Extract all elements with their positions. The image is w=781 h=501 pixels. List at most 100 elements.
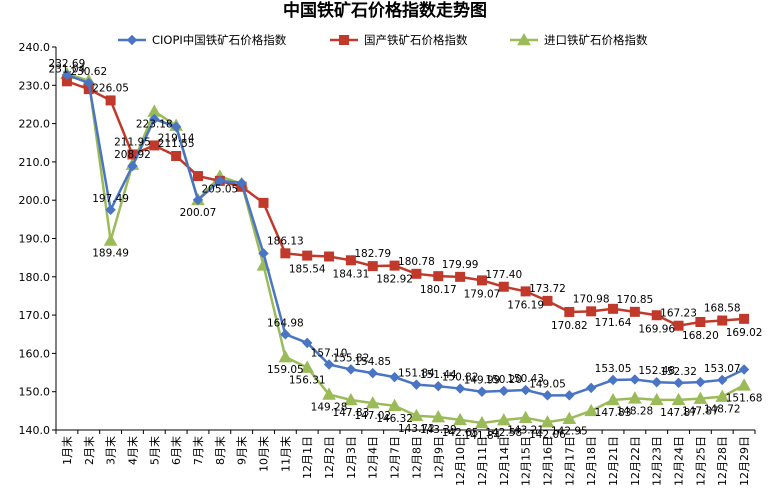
data-point	[171, 150, 182, 161]
data-point	[737, 378, 751, 391]
data-point	[149, 140, 160, 151]
data-point	[105, 204, 116, 216]
data-point	[411, 268, 422, 279]
data-point	[498, 281, 509, 292]
data-point	[433, 271, 444, 282]
data-point	[739, 313, 750, 324]
data-point	[214, 175, 226, 187]
data-point	[606, 392, 620, 406]
x-tick-label: 12月21日	[607, 436, 620, 486]
data-point	[302, 250, 313, 261]
data-point	[258, 248, 269, 259]
data-label: 143.21	[507, 425, 544, 437]
x-tick-label: 12月28日	[716, 436, 729, 486]
x-tick-label: 12月3日	[345, 436, 358, 479]
data-label: 231.04	[49, 63, 86, 75]
data-point	[280, 329, 291, 340]
data-point	[586, 306, 597, 317]
data-point	[475, 415, 489, 429]
data-point	[301, 337, 313, 349]
x-tick-label: 12月29日	[738, 436, 751, 486]
data-point	[673, 320, 684, 331]
x-tick-label: 12月22日	[629, 436, 642, 486]
y-tick-label: 180.0	[19, 271, 51, 284]
data-label: 142.06	[529, 429, 566, 441]
data-point	[738, 364, 750, 375]
data-point	[389, 371, 400, 383]
data-point	[170, 121, 182, 133]
x-tick-label: 12月11日	[476, 436, 489, 486]
data-label: 143.39	[420, 424, 457, 436]
data-point	[83, 77, 94, 89]
y-tick-label: 210.0	[19, 156, 51, 169]
data-point	[409, 408, 424, 422]
data-label: 197.49	[92, 193, 129, 205]
data-point	[629, 306, 640, 317]
data-label: 142.65	[442, 427, 479, 439]
data-point	[628, 391, 642, 404]
x-tick-label: 12月24日	[673, 436, 686, 486]
data-label: 232.69	[49, 58, 86, 70]
data-label: 152.32	[660, 366, 697, 378]
data-point	[433, 380, 444, 392]
data-label: 186.13	[267, 235, 304, 247]
data-point	[540, 415, 555, 428]
data-point	[127, 160, 138, 172]
y-tick-label: 160.0	[19, 347, 51, 360]
data-point	[496, 413, 511, 426]
data-point	[717, 374, 728, 386]
data-point	[431, 409, 446, 423]
data-label: 177.40	[485, 269, 522, 281]
data-point	[367, 367, 378, 379]
data-point	[498, 385, 510, 397]
data-label: 142.58	[485, 427, 522, 439]
data-point	[695, 316, 706, 327]
data-point	[387, 398, 402, 412]
data-point	[236, 177, 247, 189]
data-label: 180.17	[420, 284, 457, 296]
data-label: 189.49	[92, 247, 129, 259]
data-point	[258, 197, 269, 208]
data-point	[192, 171, 203, 182]
data-point	[278, 350, 293, 363]
x-tick-label: 5月末	[147, 436, 161, 465]
data-point	[103, 233, 118, 246]
data-label: 208.92	[114, 149, 151, 161]
data-label: 182.79	[354, 248, 391, 260]
data-point	[300, 360, 315, 373]
x-tick-label: 12月23日	[651, 436, 664, 486]
data-label: 148.72	[704, 404, 741, 416]
data-label: 211.95	[114, 136, 151, 148]
x-tick-label: 10月末	[257, 436, 271, 472]
data-point	[542, 295, 553, 306]
x-tick-label: 12月10日	[454, 436, 467, 486]
data-point	[323, 359, 335, 370]
data-label: 149.05	[529, 378, 566, 390]
data-label: 141.84	[464, 430, 501, 442]
data-label: 156.31	[289, 375, 326, 387]
data-point	[345, 364, 357, 375]
y-tick-label: 170.0	[19, 309, 51, 322]
y-tick-label: 140.0	[19, 424, 51, 437]
data-point	[455, 271, 466, 282]
data-label: 169.02	[726, 327, 763, 339]
legend-label: 国产铁矿石价格指数	[364, 33, 468, 47]
data-point	[564, 390, 575, 401]
data-point	[411, 379, 422, 390]
series-layer	[60, 66, 751, 429]
data-point	[345, 255, 356, 266]
data-point	[476, 386, 488, 397]
data-point	[476, 275, 487, 286]
data-label: 150.82	[442, 372, 479, 384]
x-tick-label: 1月末	[60, 436, 74, 465]
data-label: 179.07	[464, 288, 501, 300]
data-label: 147.83	[595, 407, 632, 419]
data-point	[715, 389, 730, 402]
x-tick-label: 12月15日	[520, 436, 533, 486]
chart-title: 中国铁矿石价格指数走势图	[283, 0, 487, 21]
data-label: 171.64	[595, 317, 632, 329]
data-point	[520, 384, 531, 396]
data-label: 146.32	[376, 413, 413, 425]
data-point	[542, 390, 553, 401]
